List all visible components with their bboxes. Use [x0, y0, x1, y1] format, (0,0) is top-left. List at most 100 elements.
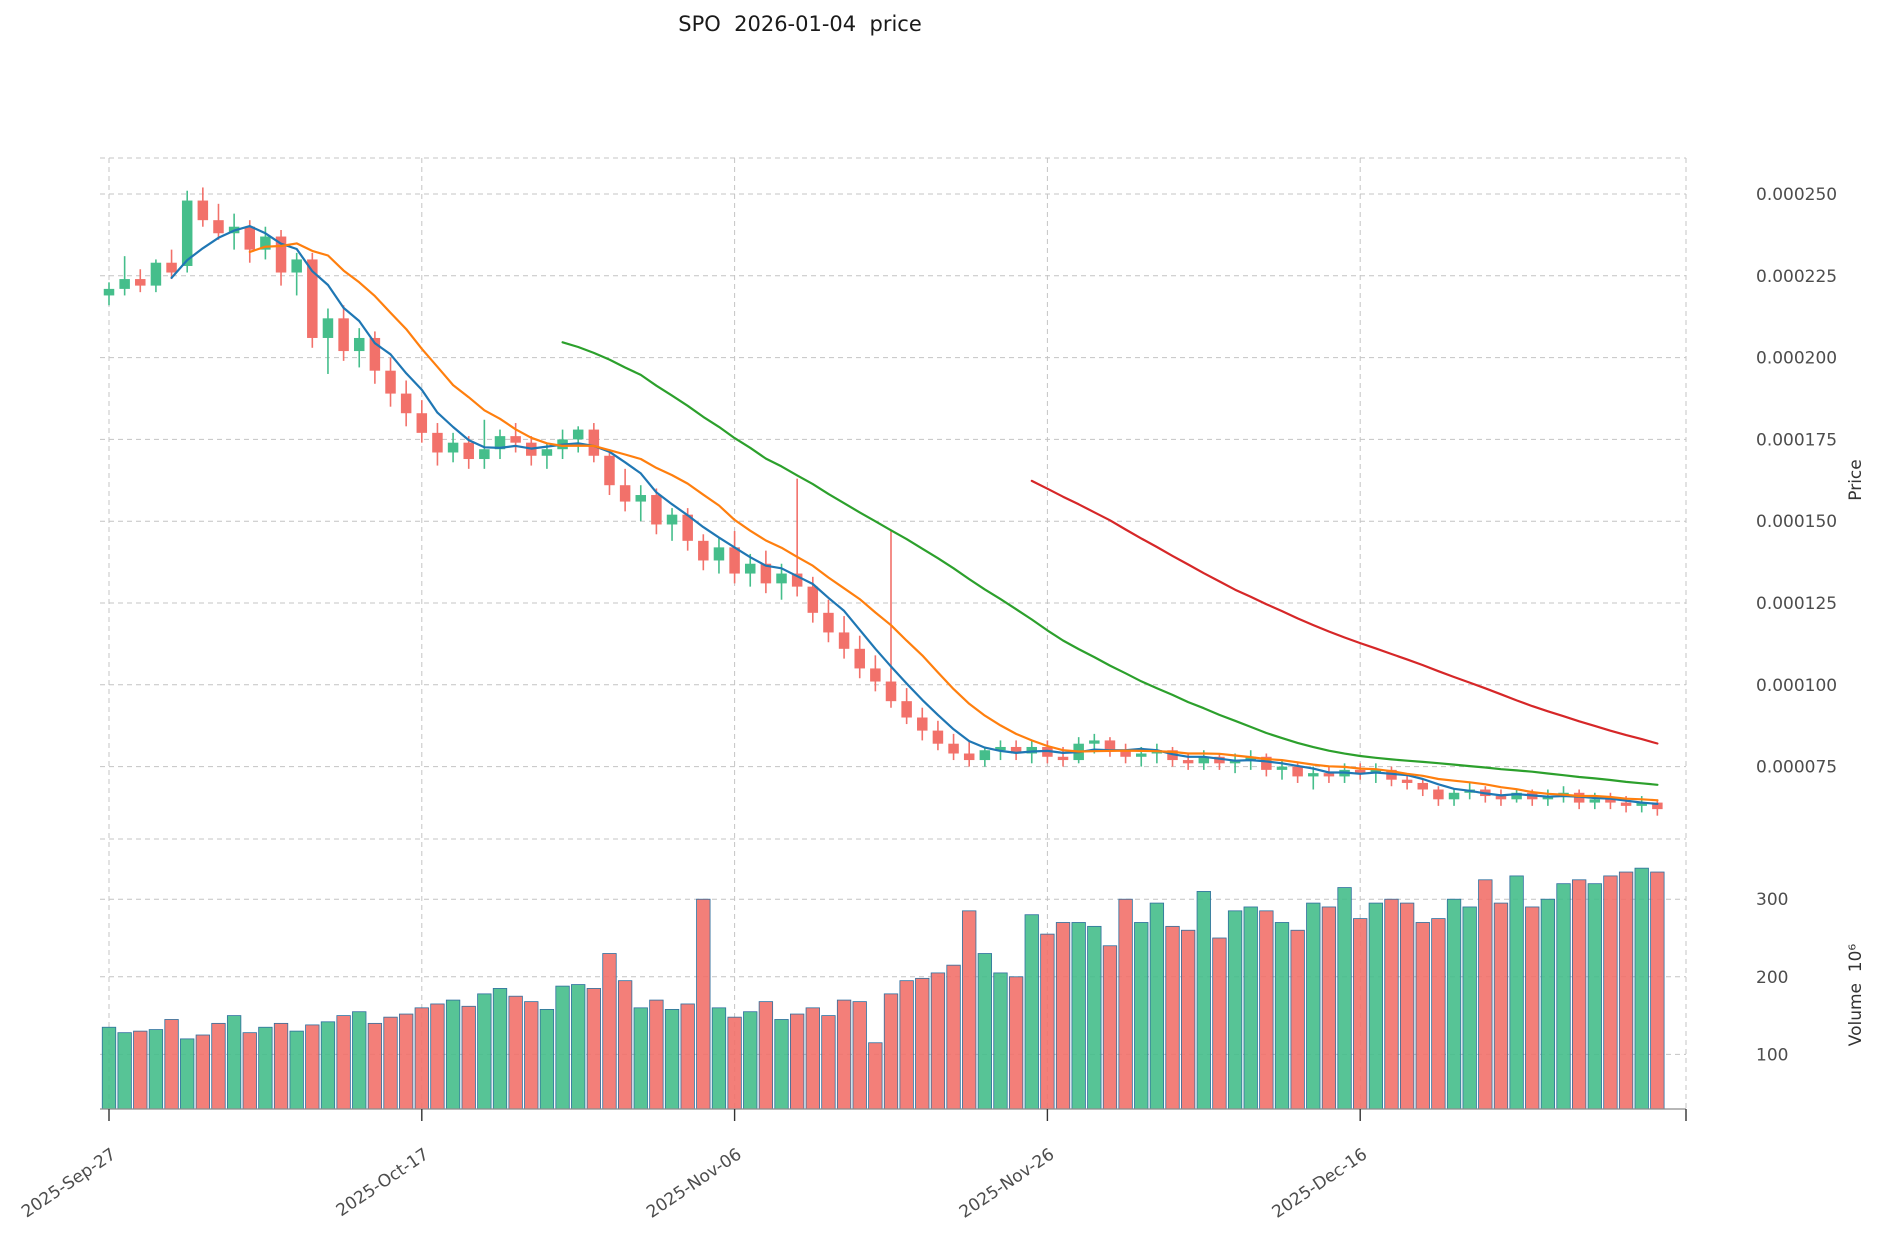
volume-bar: [930, 972, 946, 1110]
volume-bar: [743, 1011, 758, 1110]
candle-body: [213, 220, 224, 234]
candle-body: [244, 226, 256, 250]
volume-bar: [649, 999, 664, 1110]
volume-bar: [602, 953, 617, 1110]
candle-body: [1261, 756, 1272, 770]
candle-body: [1198, 756, 1210, 764]
candle-body: [1605, 799, 1616, 803]
candle-body: [119, 279, 130, 289]
x-tick-label: 2025-Nov-06: [643, 1145, 745, 1223]
volume-bar: [821, 1015, 836, 1110]
volume-bar: [790, 1013, 805, 1110]
volume-bar: [915, 977, 930, 1110]
volume-bar: [1384, 898, 1399, 1110]
candle-body: [1401, 779, 1413, 783]
volume-bar: [993, 972, 1008, 1110]
volume-bar: [1368, 902, 1383, 1110]
price-tick-label: 0.000250: [1756, 185, 1837, 205]
candle-body: [322, 318, 334, 338]
volume-bar: [445, 999, 461, 1110]
candle-body: [619, 485, 631, 502]
volume-bar: [477, 993, 492, 1110]
candle-body: [150, 262, 162, 286]
candle-body: [588, 429, 600, 456]
volume-bar: [555, 985, 570, 1110]
candle-body: [1292, 766, 1303, 777]
candle-body: [604, 455, 615, 486]
candle-body: [432, 432, 443, 453]
volume-bar: [962, 910, 977, 1110]
volume-bar: [1540, 898, 1556, 1110]
volume-bar: [320, 1021, 336, 1110]
price-tick-label: 0.000200: [1756, 349, 1837, 369]
gridlines: [100, 157, 1687, 1109]
volume-bar: [680, 1003, 695, 1110]
candle-body: [1026, 746, 1038, 754]
candle-body: [1354, 769, 1366, 774]
x-tick-label: 2025-Dec-16: [1269, 1145, 1371, 1223]
volume-bar: [242, 1032, 257, 1110]
volume-bar: [211, 1022, 226, 1110]
candle-body: [181, 200, 193, 266]
price-tick-label: 0.000075: [1756, 758, 1837, 778]
volume-bar: [1227, 910, 1243, 1110]
volume-bar: [664, 1008, 680, 1110]
moving-average-lines: [170, 225, 1659, 806]
candle-body: [1495, 796, 1507, 800]
candle-body: [682, 514, 693, 541]
volume-bar: [1181, 929, 1196, 1110]
volume-bar: [492, 988, 508, 1110]
price-tick-label: 0.000225: [1756, 267, 1837, 287]
volume-bar: [1259, 910, 1274, 1110]
candle-body: [901, 701, 912, 718]
volume-bar: [305, 1024, 320, 1110]
candle-body: [416, 413, 428, 433]
volume-bar: [727, 1016, 742, 1110]
volume-bar: [1102, 945, 1118, 1110]
candle-body: [917, 717, 928, 731]
x-tick-label: 2025-Oct-17: [333, 1145, 433, 1221]
candle-body: [400, 393, 412, 414]
candle-body: [948, 743, 959, 754]
volume-bar: [1509, 875, 1524, 1110]
volume-bar: [1446, 898, 1462, 1110]
candle-body: [338, 318, 349, 352]
candles: [103, 187, 1663, 816]
candle-body: [1636, 802, 1647, 806]
candle-body: [1417, 782, 1429, 790]
volume-bar: [1493, 902, 1509, 1110]
candle-body: [807, 586, 819, 613]
candle-body: [166, 262, 177, 273]
volume-bar: [1525, 906, 1540, 1110]
candle-body: [995, 746, 1006, 751]
volume-bar: [774, 1019, 789, 1110]
ma-line-10: [248, 242, 1659, 802]
volume-bar: [1008, 976, 1024, 1110]
candle-body: [963, 753, 975, 761]
volume-bar: [836, 999, 852, 1110]
volume-bar: [1149, 902, 1165, 1110]
volume-bar: [1040, 933, 1055, 1110]
volume-bar: [1321, 906, 1337, 1110]
candle-body: [494, 436, 506, 450]
candle-body: [666, 514, 678, 525]
volume-bar: [539, 1008, 555, 1110]
volume-bar: [1462, 906, 1477, 1110]
volume-bar: [805, 1007, 820, 1110]
ma-line-30: [561, 341, 1659, 786]
candle-body: [1135, 753, 1147, 757]
candle-body: [479, 449, 490, 460]
volume-bar: [1587, 883, 1602, 1110]
candle-body: [447, 442, 459, 453]
candle-body: [870, 668, 881, 682]
candle-body: [291, 259, 302, 273]
volume-bar: [633, 1007, 648, 1110]
volume-bar: [399, 1013, 414, 1110]
volume-bar: [1071, 922, 1086, 1110]
price-tick-label: 0.000150: [1756, 512, 1837, 532]
candle-body: [1323, 773, 1335, 777]
candle-body: [369, 337, 381, 371]
candle-body: [541, 449, 553, 456]
volume-bar: [1337, 887, 1352, 1110]
